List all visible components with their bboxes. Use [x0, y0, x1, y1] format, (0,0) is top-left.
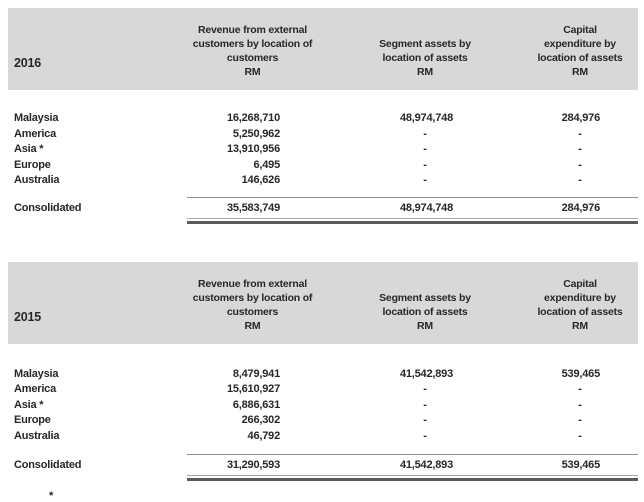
capex-value: 284,976: [561, 112, 601, 124]
revenue-value: 146,626: [241, 174, 281, 186]
row-label: America: [14, 127, 57, 140]
row-label: Malaysia: [14, 112, 59, 124]
currency-label: RM: [417, 319, 433, 332]
assets-value: -: [423, 127, 427, 140]
capex-value: 539,465: [561, 367, 601, 380]
assets-value: -: [423, 398, 427, 411]
col-header-capex-text: Capital expenditure by location of asset…: [537, 24, 623, 64]
total-row-2016: Consolidated 35,583,749 48,974,748 284,9…: [8, 198, 638, 218]
capex-value: -: [578, 383, 582, 395]
segment-table-2016: 2016 Revenue from external customers by …: [0, 8, 644, 224]
assets-value: -: [423, 429, 427, 442]
table-header-2015: 2015 Revenue from external customers by …: [8, 261, 638, 344]
row-label: Europe: [14, 414, 51, 426]
table-body-2015: Malaysia 8,479,941 41,542,893 539,465 Am…: [8, 367, 638, 445]
col-header-assets-text: Segment assets by location of assets: [379, 291, 471, 318]
col-header-assets-text: Segment assets by location of assets: [379, 38, 471, 64]
table-body-2016: Malaysia 16,268,710 48,974,748 284,976 A…: [8, 111, 638, 189]
revenue-value: 16,268,710: [226, 112, 280, 124]
currency-label: RM: [572, 319, 588, 332]
capex-value: -: [578, 127, 582, 140]
assets-value: 48,974,748: [399, 112, 453, 124]
col-header-assets: Segment assets by location of assets RM: [345, 8, 505, 90]
table-row: America 5,250,962 - -: [8, 127, 638, 143]
row-label: Europe: [14, 158, 51, 171]
segment-table-2015: 2015 Revenue from external customers by …: [0, 261, 644, 481]
col-header-assets: Segment assets by location of assets RM: [345, 262, 505, 344]
col-header-revenue: Revenue from external customers by locat…: [160, 262, 345, 344]
table-row: Malaysia 8,479,941 41,542,893 539,465: [8, 367, 638, 383]
currency-label: RM: [417, 66, 433, 78]
year-label: 2016: [14, 56, 42, 70]
col-header-revenue: Revenue from external customers by locat…: [160, 8, 345, 90]
total-rule-bottom: [187, 217, 638, 224]
revenue-value: 5,250,962: [232, 127, 280, 140]
assets-value: 41,542,893: [399, 367, 453, 380]
col-header-capex: Capital expenditure by location of asset…: [505, 262, 638, 344]
total-assets-value: 48,974,748: [399, 201, 453, 214]
currency-label: RM: [244, 319, 261, 332]
revenue-value: 46,792: [247, 429, 281, 442]
table-row: Malaysia 16,268,710 48,974,748 284,976: [8, 111, 638, 127]
col-header-capex: Capital expenditure by location of asset…: [505, 8, 638, 90]
table-row: Asia * 13,910,956 - -: [8, 142, 638, 158]
row-label: Asia *: [14, 143, 44, 155]
total-rule-top: [187, 196, 638, 198]
revenue-value: 13,910,956: [226, 143, 280, 155]
capex-value: -: [578, 414, 582, 426]
table-row: America 15,610,927 - -: [8, 382, 638, 398]
col-header-revenue-text: Revenue from external customers by locat…: [192, 277, 313, 318]
revenue-value: 8,479,941: [232, 367, 280, 380]
total-rule-top: [187, 454, 638, 455]
total-rule-bottom: [187, 475, 638, 481]
col-header-capex-text: Capital expenditure by location of asset…: [537, 277, 623, 318]
table-row: Europe 6,495 - -: [8, 158, 638, 174]
total-label: Consolidated: [14, 201, 82, 214]
total-label: Consolidated: [14, 459, 82, 471]
total-revenue-value: 31,290,593: [226, 459, 280, 471]
capex-value: -: [578, 158, 582, 171]
capex-value: -: [578, 143, 582, 155]
revenue-value: 6,495: [253, 158, 280, 171]
table-row: Asia * 6,886,631 - -: [8, 398, 638, 414]
col-header-revenue-text: Revenue from external customers by locat…: [192, 24, 313, 64]
capex-value: -: [578, 174, 582, 186]
total-revenue-value: 35,583,749: [226, 201, 280, 214]
capex-value: -: [578, 429, 582, 442]
row-label: America: [14, 383, 57, 395]
assets-value: -: [423, 143, 427, 155]
footnote-asterisk: *: [49, 490, 54, 502]
assets-value: -: [423, 383, 427, 395]
row-label: Malaysia: [14, 367, 59, 380]
table-row: Australia 46,792 - -: [8, 429, 638, 445]
revenue-value: 6,886,631: [232, 398, 280, 411]
currency-label: RM: [572, 66, 588, 78]
row-label: Australia: [14, 174, 60, 186]
capex-value: -: [578, 398, 582, 411]
row-label: Asia *: [14, 398, 44, 411]
row-label: Australia: [14, 429, 60, 442]
table-row: Europe 266,302 - -: [8, 413, 638, 429]
table-header-2016: 2016 Revenue from external customers by …: [8, 8, 638, 90]
total-capex-value: 539,465: [561, 459, 601, 471]
revenue-value: 15,610,927: [226, 383, 280, 395]
year-label: 2015: [14, 309, 42, 324]
total-capex-value: 284,976: [561, 201, 601, 214]
revenue-value: 266,302: [241, 414, 281, 426]
assets-value: -: [423, 414, 427, 426]
segment-information-page: 2016 Revenue from external customers by …: [0, 8, 644, 502]
total-assets-value: 41,542,893: [399, 459, 453, 471]
total-row-2015: Consolidated 31,290,593 41,542,893 539,4…: [8, 455, 638, 475]
table-row: Australia 146,626 - -: [8, 173, 638, 189]
assets-value: -: [423, 158, 427, 171]
currency-label: RM: [244, 66, 261, 78]
assets-value: -: [423, 174, 427, 186]
